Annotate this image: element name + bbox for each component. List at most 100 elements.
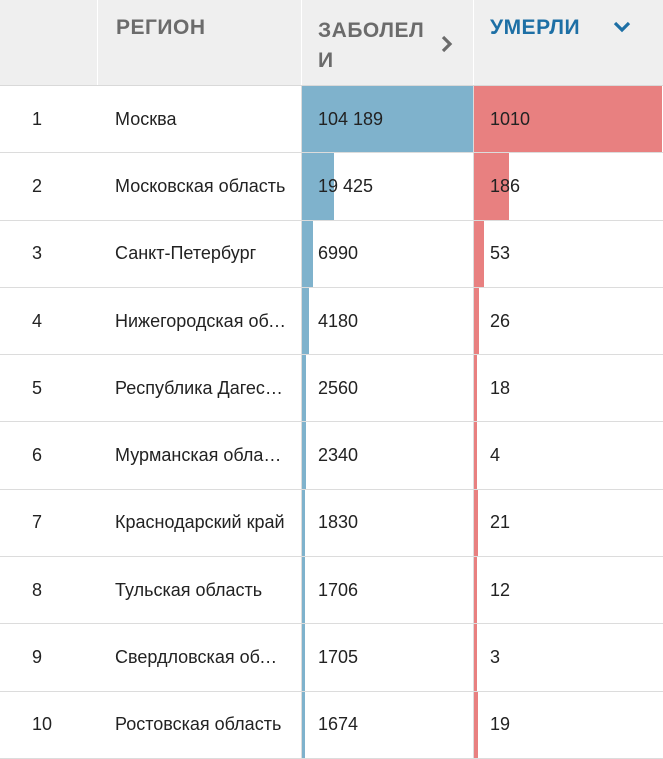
row-deaths-text: 12 bbox=[490, 579, 511, 600]
table-row[interactable]: 6 Мурманская область 2340 4 bbox=[0, 422, 663, 490]
row-number: 7 bbox=[0, 490, 98, 556]
row-deaths-text: 1010 bbox=[490, 108, 531, 129]
row-region: Тульская область bbox=[98, 557, 302, 624]
row-number-text: 4 bbox=[32, 310, 43, 331]
header-region[interactable]: РЕГИОН bbox=[98, 0, 302, 85]
deaths-bar bbox=[474, 355, 477, 422]
deaths-bar bbox=[474, 220, 484, 287]
row-deaths: 186 bbox=[474, 153, 663, 220]
cases-bar bbox=[302, 422, 306, 489]
row-deaths-text: 18 bbox=[490, 377, 511, 398]
table-row[interactable]: 9 Свердловская область 1705 3 bbox=[0, 624, 663, 692]
row-cases: 1674 bbox=[302, 691, 474, 758]
cases-bar bbox=[302, 691, 305, 758]
row-number-text: 2 bbox=[32, 175, 43, 196]
row-deaths-text: 3 bbox=[490, 647, 501, 668]
header-cases-label: ЗАБОЛЕЛИ bbox=[318, 19, 425, 72]
row-deaths-text: 186 bbox=[490, 175, 521, 196]
row-deaths: 1010 bbox=[474, 86, 663, 153]
row-number: 1 bbox=[0, 86, 98, 152]
row-region-text: Нижегородская область bbox=[115, 310, 287, 331]
deaths-bar bbox=[474, 624, 477, 691]
row-deaths: 12 bbox=[474, 557, 663, 624]
row-number-text: 3 bbox=[32, 243, 43, 264]
row-number: 3 bbox=[0, 221, 98, 287]
row-region-text: Санкт-Петербург bbox=[115, 243, 257, 264]
row-number: 8 bbox=[0, 557, 98, 623]
row-cases-text: 1830 bbox=[318, 512, 359, 533]
row-deaths-text: 53 bbox=[490, 243, 511, 264]
header-region-label: РЕГИОН bbox=[116, 16, 206, 39]
row-deaths: 21 bbox=[474, 489, 663, 557]
cases-bar bbox=[302, 489, 305, 557]
row-region: Санкт-Петербург bbox=[98, 220, 302, 287]
row-number-text: 7 bbox=[32, 512, 43, 533]
row-deaths-text: 19 bbox=[490, 714, 511, 735]
row-deaths: 18 bbox=[474, 355, 663, 422]
deaths-bar bbox=[474, 86, 662, 153]
row-cases-text: 1705 bbox=[318, 647, 359, 668]
deaths-bar bbox=[474, 489, 478, 557]
deaths-bar bbox=[474, 557, 477, 624]
row-region-text: Ростовская область bbox=[115, 714, 282, 735]
header-number bbox=[0, 0, 98, 85]
row-region-text: Москва bbox=[115, 108, 177, 129]
header-deaths[interactable]: УМЕРЛИ bbox=[474, 0, 663, 85]
row-cases: 6990 bbox=[302, 220, 474, 287]
row-region: Республика Дагестан bbox=[98, 355, 302, 422]
row-number: 6 bbox=[0, 422, 98, 488]
chevron-right-icon[interactable] bbox=[440, 34, 454, 54]
row-number-text: 8 bbox=[32, 579, 43, 600]
row-number: 2 bbox=[0, 153, 98, 219]
table-body: 1 Москва 104 189 1010 2 Московская область 19 … bbox=[0, 86, 663, 759]
row-region: Свердловская область bbox=[98, 624, 302, 691]
row-deaths: 26 bbox=[474, 287, 663, 355]
row-region-text: Краснодарский край bbox=[115, 512, 285, 533]
table-row[interactable]: 10 Ростовская область 1674 19 bbox=[0, 691, 663, 759]
table-row[interactable]: 1 Москва 104 189 1010 bbox=[0, 86, 663, 154]
row-region-text: Республика Дагестан bbox=[115, 377, 287, 398]
cases-bar bbox=[302, 355, 306, 422]
row-cases: 1706 bbox=[302, 557, 474, 624]
row-deaths-text: 21 bbox=[490, 512, 511, 533]
deaths-bar bbox=[474, 153, 509, 220]
row-number: 9 bbox=[0, 624, 98, 690]
row-number-text: 6 bbox=[32, 445, 43, 466]
row-number-text: 9 bbox=[32, 647, 43, 668]
row-cases: 2560 bbox=[302, 355, 474, 422]
cases-bar bbox=[302, 624, 305, 691]
row-cases-text: 1706 bbox=[318, 579, 359, 600]
chevron-down-icon[interactable] bbox=[612, 20, 632, 34]
deaths-bar bbox=[474, 691, 478, 758]
row-number: 4 bbox=[0, 288, 98, 354]
row-region: Москва bbox=[98, 86, 302, 153]
row-cases-text: 19 425 bbox=[318, 175, 374, 196]
row-region: Московская область bbox=[98, 153, 302, 220]
row-cases-text: 6990 bbox=[318, 243, 359, 264]
row-cases-text: 2560 bbox=[318, 377, 359, 398]
table-row[interactable]: 8 Тульская область 1706 12 bbox=[0, 557, 663, 625]
row-deaths: 3 bbox=[474, 624, 663, 691]
row-cases-text: 1674 bbox=[318, 714, 359, 735]
row-region: Краснодарский край bbox=[98, 489, 302, 557]
row-number-text: 1 bbox=[32, 108, 43, 129]
header-deaths-label: УМЕРЛИ bbox=[490, 16, 581, 39]
row-number: 10 bbox=[0, 692, 98, 758]
table-row[interactable]: 3 Санкт-Петербург 6990 53 bbox=[0, 220, 663, 288]
row-number-text: 5 bbox=[32, 377, 43, 398]
table-row[interactable]: 7 Краснодарский край 1830 21 bbox=[0, 489, 663, 558]
header-cases[interactable]: ЗАБОЛЕЛИ bbox=[302, 0, 474, 85]
table-header: РЕГИОН ЗАБОЛЕЛИ УМЕРЛИ bbox=[0, 0, 663, 86]
row-region: Нижегородская область bbox=[98, 287, 302, 355]
row-cases: 2340 bbox=[302, 422, 474, 489]
cases-bar bbox=[302, 557, 305, 624]
cases-bar bbox=[302, 287, 309, 355]
table-row[interactable]: 2 Московская область 19 425 186 bbox=[0, 153, 663, 221]
row-deaths-text: 4 bbox=[490, 445, 501, 466]
row-number-text: 10 bbox=[32, 714, 53, 735]
table-row[interactable]: 5 Республика Дагестан 2560 18 bbox=[0, 355, 663, 423]
deaths-bar bbox=[474, 422, 477, 489]
row-cases-text: 104 189 bbox=[318, 108, 384, 129]
table-row[interactable]: 4 Нижегородская область 4180 26 bbox=[0, 287, 663, 356]
